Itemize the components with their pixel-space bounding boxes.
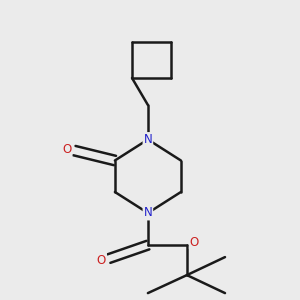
Text: O: O — [190, 236, 199, 249]
Text: O: O — [97, 254, 106, 267]
Text: O: O — [62, 142, 71, 156]
Text: N: N — [143, 133, 152, 146]
Text: N: N — [143, 206, 152, 220]
